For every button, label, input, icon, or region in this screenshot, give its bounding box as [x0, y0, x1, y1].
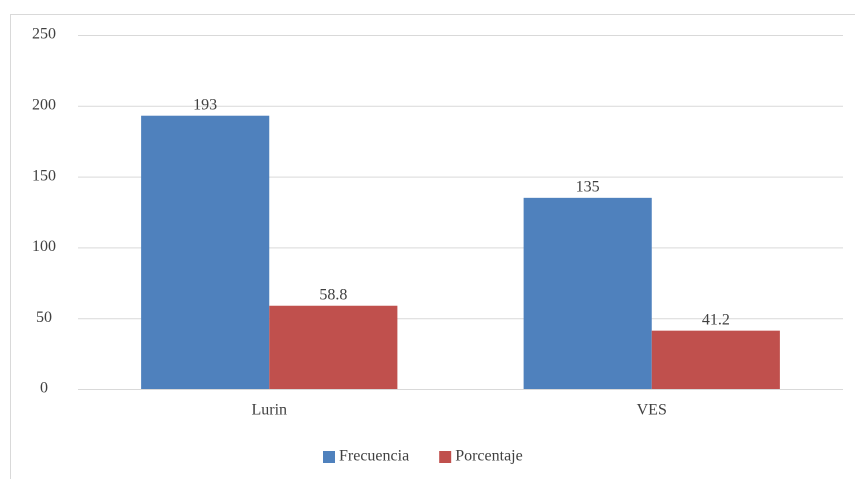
data-label: 135 [576, 179, 600, 196]
legend-swatch [439, 451, 452, 463]
y-tick-label: 50 [36, 309, 52, 326]
x-tick-label: VES [637, 402, 667, 419]
y-tick-label: 100 [32, 238, 56, 255]
y-tick-label: 200 [32, 96, 56, 113]
y-tick-label: 250 [32, 26, 56, 43]
legend-label: Porcentaje [455, 448, 523, 465]
chart-frame [10, 14, 855, 479]
bar [651, 330, 780, 389]
y-tick-label: 0 [40, 380, 48, 397]
data-label: 41.2 [702, 311, 730, 328]
data-label: 58.8 [319, 286, 347, 303]
bar [523, 197, 652, 389]
data-label: 193 [193, 96, 217, 113]
bar [141, 115, 270, 389]
legend-swatch [323, 451, 335, 463]
y-tick-label: 150 [32, 167, 56, 184]
legend-label: Frecuencia [339, 448, 409, 465]
bar [269, 305, 398, 389]
x-tick-label: Lurin [251, 402, 287, 419]
